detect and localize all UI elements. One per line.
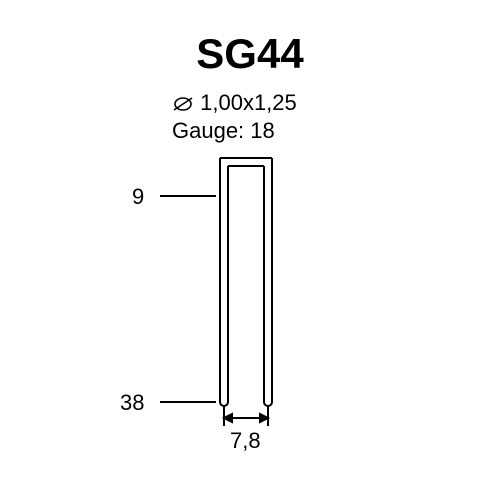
crown-width-label: 7,8 (230, 428, 261, 454)
staple-shape (220, 158, 272, 406)
max-length-label: 38 (120, 390, 144, 416)
staple-diagram (0, 0, 500, 500)
min-length-label: 9 (132, 184, 144, 210)
crown-width-dimension (224, 406, 268, 426)
